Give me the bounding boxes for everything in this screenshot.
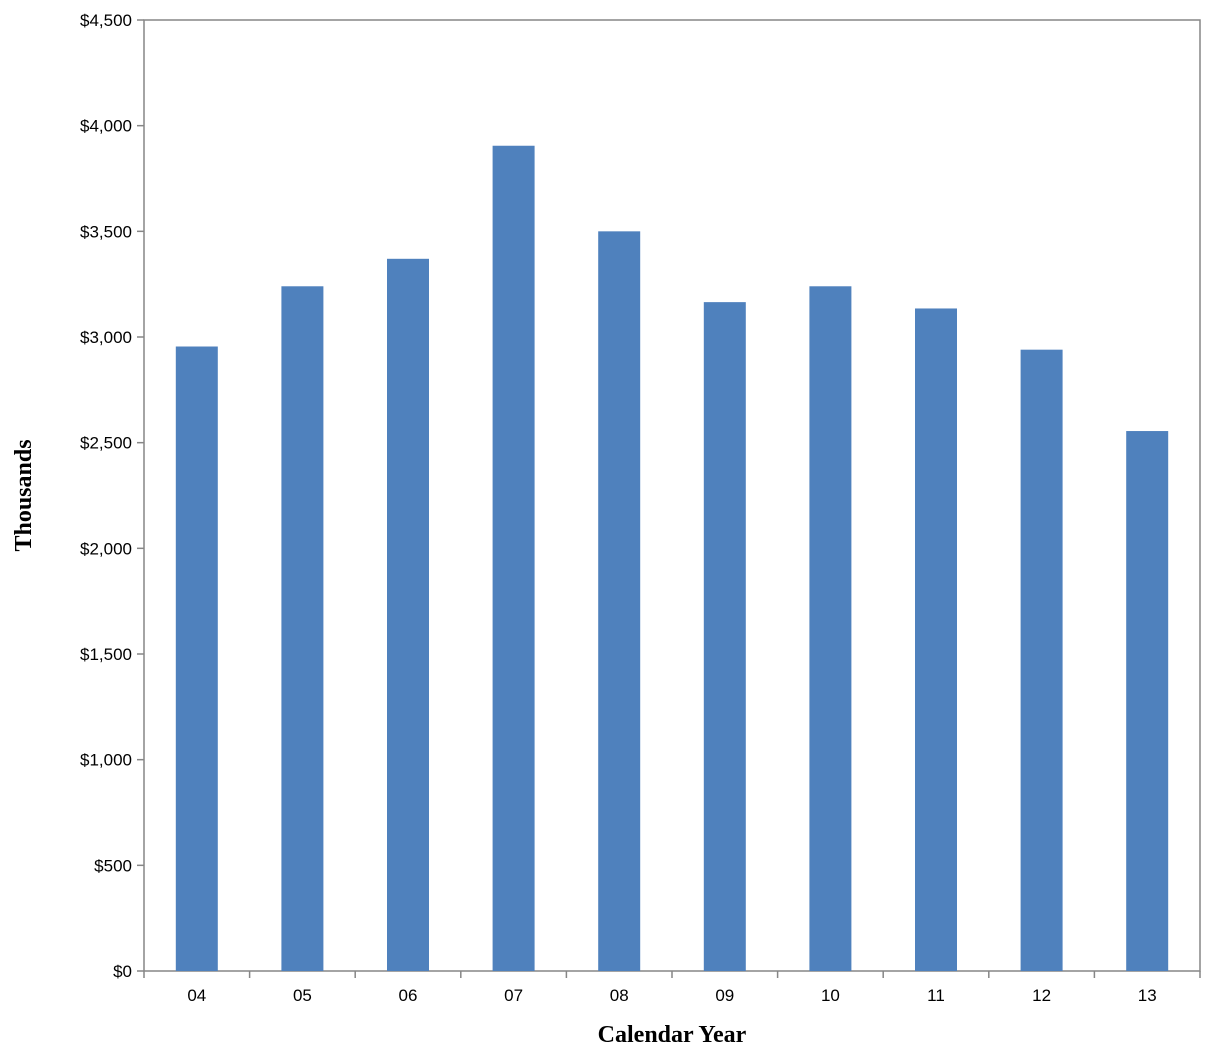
x-tick-label: 12	[1032, 986, 1051, 1005]
bar-06	[387, 259, 429, 971]
y-tick-label: $1,500	[80, 645, 132, 664]
x-axis-title: Calendar Year	[598, 1022, 747, 1048]
y-tick-label: $4,500	[80, 11, 132, 30]
y-tick-label: $2,000	[80, 539, 132, 558]
y-tick-label: $3,000	[80, 328, 132, 347]
bar-13	[1126, 431, 1168, 971]
y-tick-label: $1,000	[80, 751, 132, 770]
y-axis-title: Thousands	[11, 439, 37, 551]
bar-07	[493, 146, 535, 971]
bar-04	[176, 347, 218, 971]
x-tick-label: 04	[187, 986, 206, 1005]
y-tick-label: $0	[113, 962, 132, 981]
x-tick-label: 10	[821, 986, 840, 1005]
x-tick-label: 09	[715, 986, 734, 1005]
y-tick-label: $3,500	[80, 222, 132, 241]
y-tick-label: $2,500	[80, 434, 132, 453]
x-tick-label: 05	[293, 986, 312, 1005]
bar-09	[704, 302, 746, 971]
bar-11	[915, 308, 957, 971]
y-tick-label: $500	[94, 856, 132, 875]
x-tick-label: 08	[610, 986, 629, 1005]
x-tick-label: 06	[399, 986, 418, 1005]
x-tick-label: 11	[927, 986, 945, 1005]
x-tick-label: 13	[1138, 986, 1157, 1005]
bar-10	[809, 286, 851, 971]
x-axis: 04 05 06 07 08 09 10 11 12 13	[144, 971, 1200, 1005]
bar-12	[1021, 350, 1063, 971]
x-tick-label: 07	[504, 986, 523, 1005]
y-tick-label: $4,000	[80, 117, 132, 136]
y-axis: $0 $500 $1,000 $1,500 $2,000 $2,500 $3,000 $3,5…	[80, 11, 144, 981]
bar-05	[281, 286, 323, 971]
bar-08	[598, 231, 640, 971]
